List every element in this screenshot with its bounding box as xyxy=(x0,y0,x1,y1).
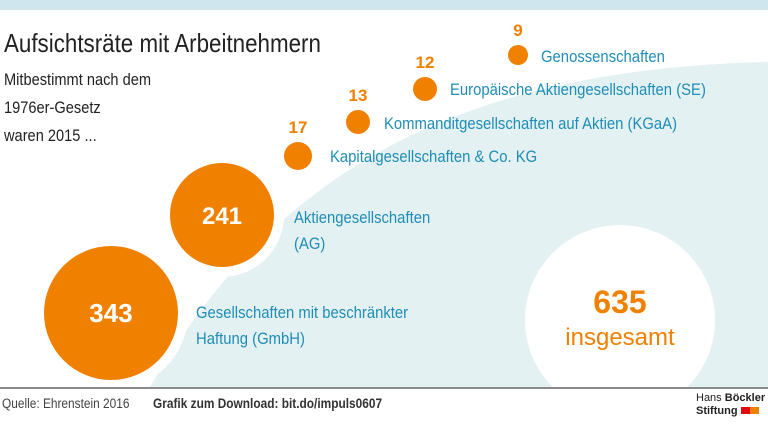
label-gmbh: Gesellschaften mit beschränkter Haftung (… xyxy=(196,304,409,348)
label-kgaa: Kommanditgesellschaften auf Aktien (KGaA… xyxy=(384,115,678,133)
bubble xyxy=(170,163,274,267)
subtitle-line: Mitbestimmt nach dem xyxy=(4,70,152,89)
download-link[interactable]: Grafik zum Download: bit.do/impuls0607 xyxy=(153,396,383,411)
subtitle-line: waren 2015 ... xyxy=(4,126,97,145)
bubble xyxy=(284,142,312,170)
total-label: insgesamt xyxy=(565,324,675,351)
bubble-value-label: 17 xyxy=(289,118,308,137)
logo: Hans Böckler Stiftung xyxy=(696,392,766,417)
logo-mark xyxy=(740,407,750,414)
subtitle-line: 1976er-Gesetz xyxy=(4,98,101,117)
bubble xyxy=(346,110,370,134)
bubble-value-label: 13 xyxy=(349,86,368,105)
bubble xyxy=(413,77,437,101)
footer-divider xyxy=(0,387,768,389)
source-text: Quelle: Ehrenstein 2016 xyxy=(2,396,130,411)
top-band xyxy=(0,0,768,10)
total-circle xyxy=(525,225,715,415)
bubble-value-label: 9 xyxy=(513,21,522,40)
total-value: 635 xyxy=(593,284,647,320)
label-ag: Aktiengesellschaften (AG) xyxy=(294,209,431,253)
bubble-value-label: 12 xyxy=(416,53,435,72)
bubble-value-label: 241 xyxy=(202,203,242,230)
label-genossenschaften: Genossenschaften xyxy=(541,48,665,66)
page-title: Aufsichtsräte mit Arbeitnehmern xyxy=(4,28,321,58)
label-kg: Kapitalgesellschaften & Co. KG xyxy=(330,148,538,166)
bubble xyxy=(44,246,178,380)
bubble-value-label: 343 xyxy=(89,298,132,328)
bubble xyxy=(508,45,528,65)
label-se: Europäische Aktiengesellschaften (SE) xyxy=(450,81,706,99)
